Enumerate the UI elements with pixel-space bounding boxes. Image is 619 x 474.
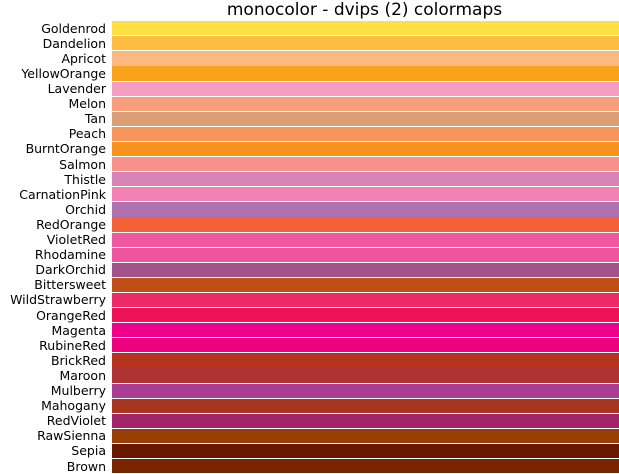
colormap-swatch — [112, 141, 619, 157]
colormap-swatch — [112, 51, 619, 66]
colormap-swatch — [112, 443, 619, 459]
colormap-label: RawSienna — [37, 428, 106, 444]
colormap-row: Melon — [0, 96, 619, 111]
colormap-row: Thistle — [0, 172, 619, 187]
colormap-label: YellowOrange — [21, 65, 106, 81]
colormap-label: RedOrange — [36, 216, 106, 232]
colormap-swatch — [112, 459, 619, 474]
colormap-row: OrangeRed — [0, 308, 619, 323]
colormap-swatch — [112, 187, 619, 202]
colormap-label: Mulberry — [50, 383, 106, 398]
colormap-swatch — [112, 36, 619, 51]
colormap-row: Apricot — [0, 51, 619, 66]
colormap-swatch — [112, 66, 619, 81]
colormap-label: Mahogany — [41, 398, 106, 414]
colormap-swatch — [112, 202, 619, 217]
colormap-label: DarkOrchid — [35, 262, 106, 278]
colormap-row: RedOrange — [0, 217, 619, 232]
colormap-label: VioletRed — [46, 232, 106, 247]
colormap-row: YellowOrange — [0, 66, 619, 81]
colormap-swatch — [112, 21, 619, 36]
colormap-label: Bittersweet — [34, 277, 106, 293]
colormap-label: Lavender — [47, 81, 106, 96]
colormap-swatch — [112, 398, 619, 413]
colormap-label: Goldenrod — [41, 20, 106, 36]
colormap-label: WildStrawberry — [10, 292, 106, 308]
colormap-swatch — [112, 111, 619, 126]
colormap-swatch — [112, 338, 619, 353]
colormap-row: Mahogany — [0, 398, 619, 413]
colormap-row: BurntOrange — [0, 141, 619, 156]
colormap-label: CarnationPink — [19, 186, 106, 202]
colormap-row: Maroon — [0, 368, 619, 383]
colormap-swatch — [112, 217, 619, 232]
colormap-label: Brown — [66, 458, 106, 474]
colormap-label: Rhodamine — [34, 247, 106, 263]
colormap-swatch — [112, 172, 619, 187]
colormap-row: Dandelion — [0, 36, 619, 51]
colormap-row: Brown — [0, 459, 619, 474]
colormap-swatch — [112, 428, 619, 444]
colormap-label: RedViolet — [46, 413, 106, 429]
colormap-row: Orchid — [0, 202, 619, 217]
colormap-label: BrickRed — [50, 352, 106, 368]
colormap-swatch — [112, 157, 619, 172]
colormap-swatch — [112, 353, 619, 368]
colormap-label: Orchid — [65, 201, 106, 217]
colormap-row: RubineRed — [0, 338, 619, 353]
colormap-row: Lavender — [0, 81, 619, 96]
colormap-label: Melon — [68, 96, 106, 112]
colormap-swatch — [112, 262, 619, 277]
page-title: monocolor - dvips (2) colormaps — [226, 0, 503, 20]
colormap-swatch — [112, 232, 619, 247]
colormap-swatch — [112, 96, 619, 111]
colormap-swatch — [112, 277, 619, 293]
colormap-row: WildStrawberry — [0, 292, 619, 307]
colormap-label: Dandelion — [42, 35, 106, 51]
colormap-row: Bittersweet — [0, 277, 619, 292]
colormap-row: Tan — [0, 111, 619, 126]
colormap-row: Peach — [0, 126, 619, 141]
colormap-row: Magenta — [0, 323, 619, 338]
colormap-label: Salmon — [59, 156, 106, 172]
colormap-label: BurntOrange — [25, 141, 106, 157]
colormap-row: RedViolet — [0, 413, 619, 428]
colormap-swatch — [112, 383, 619, 398]
colormap-row: Goldenrod — [0, 21, 619, 36]
colormap-label: Magenta — [51, 322, 106, 338]
colormap-label: Sepia — [71, 443, 106, 459]
colormap-swatch — [112, 126, 619, 142]
colormap-row: VioletRed — [0, 232, 619, 247]
colormap-row: Rhodamine — [0, 247, 619, 262]
colormap-row: Sepia — [0, 443, 619, 458]
colormap-swatch — [112, 292, 619, 308]
colormap-row: Mulberry — [0, 383, 619, 398]
colormap-label: RubineRed — [39, 337, 106, 353]
colormap-swatch — [112, 247, 619, 262]
colormap-row: DarkOrchid — [0, 262, 619, 277]
colormap-label: Maroon — [59, 367, 106, 383]
colormap-row: BrickRed — [0, 353, 619, 368]
colormap-label: Tan — [84, 111, 106, 127]
colormap-label: OrangeRed — [36, 307, 106, 323]
colormap-swatch — [112, 323, 619, 338]
colormap-swatch — [112, 308, 619, 323]
colormap-label: Peach — [68, 126, 106, 142]
colormap-row: CarnationPink — [0, 187, 619, 202]
colormap-swatch — [112, 413, 619, 428]
colormap-row: Salmon — [0, 157, 619, 172]
colormap-label: Thistle — [64, 171, 106, 187]
colormap-swatch — [112, 368, 619, 383]
colormap-row: RawSienna — [0, 428, 619, 443]
colormap-swatch — [112, 81, 619, 96]
colormap-label: Apricot — [61, 50, 106, 66]
